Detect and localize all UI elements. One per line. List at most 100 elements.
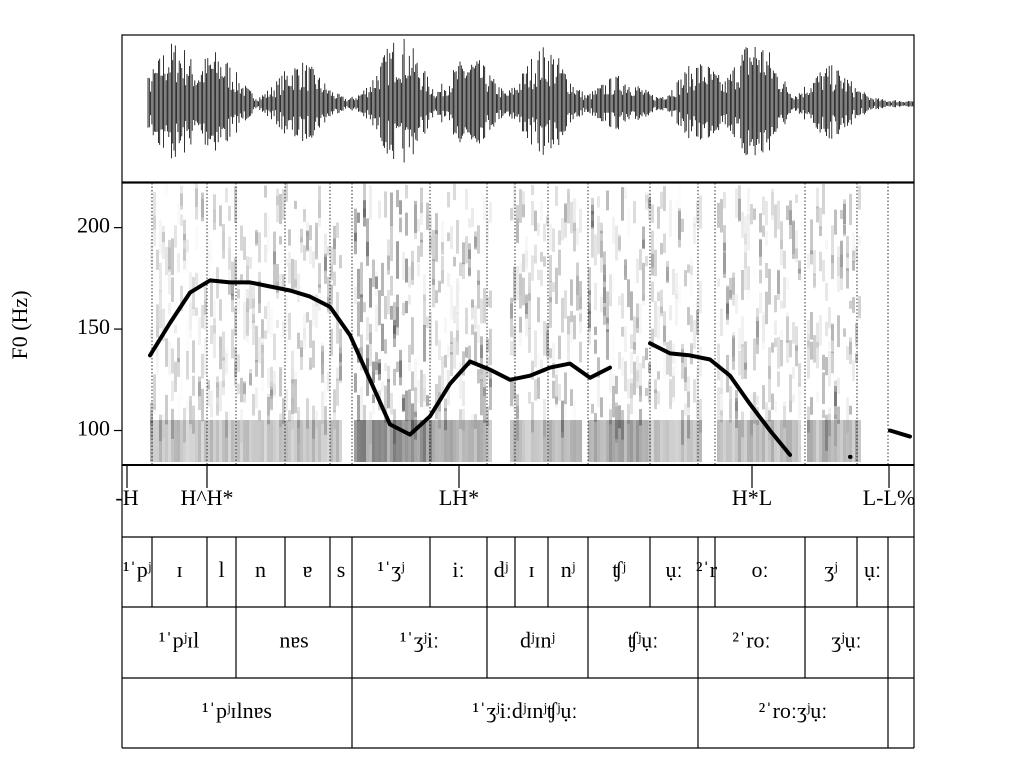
spectro-band <box>588 311 591 328</box>
spectro-band <box>558 384 561 401</box>
spectro-band <box>441 356 444 394</box>
spectro-voicebar <box>822 420 825 462</box>
spectro-band <box>330 265 333 277</box>
spectro-band <box>684 355 687 391</box>
spectro-band <box>729 289 732 299</box>
spectro-band <box>285 330 288 363</box>
spectro-band <box>210 405 213 439</box>
spectro-band <box>780 221 783 249</box>
spectro-band <box>759 213 762 233</box>
spectro-voicebar <box>333 420 336 462</box>
spectro-band <box>393 319 396 348</box>
spectro-band <box>177 395 180 431</box>
spectro-band <box>375 352 378 371</box>
spectro-band <box>372 259 375 288</box>
spectro-voicebar <box>687 420 690 462</box>
spectro-band <box>606 190 609 211</box>
spectro-band <box>798 363 801 387</box>
spectro-band <box>444 354 447 368</box>
spectro-band <box>834 414 837 447</box>
spectro-band <box>753 392 756 402</box>
spectro-voicebar <box>387 420 390 462</box>
spectro-band <box>357 212 360 223</box>
spectro-band <box>807 334 810 350</box>
spectro-band <box>777 270 780 294</box>
spectro-band <box>378 290 381 326</box>
spectro-band <box>228 412 231 428</box>
spectro-band <box>753 264 756 278</box>
y-tick-label: 150 <box>77 314 110 339</box>
spectro-band <box>690 315 693 332</box>
spectro-voicebar <box>216 420 219 462</box>
spectro-band <box>381 262 384 296</box>
spectro-band <box>384 296 387 320</box>
spectro-band <box>732 331 735 357</box>
spectro-band <box>858 296 861 321</box>
spectro-band <box>225 187 228 203</box>
spectro-band <box>471 207 474 227</box>
spectro-band <box>435 213 438 234</box>
spectro-band <box>852 261 855 271</box>
spectro-band <box>540 359 543 369</box>
spectro-voicebar <box>156 420 159 462</box>
spectro-band <box>309 246 312 265</box>
spectro-band <box>165 338 168 367</box>
spectro-band <box>693 379 696 403</box>
spectro-band <box>150 328 153 339</box>
spectro-band <box>657 391 660 405</box>
spectro-band <box>816 206 819 223</box>
spectro-band <box>306 231 309 252</box>
spectro-band <box>570 389 573 406</box>
spectro-band <box>516 394 519 419</box>
spectro-band <box>210 325 213 344</box>
tier-label: ʒʲụː <box>831 628 861 653</box>
spectro-band <box>633 342 636 354</box>
spectro-band <box>363 404 366 421</box>
spectro-band <box>333 389 336 413</box>
spectro-band <box>177 337 180 363</box>
f0-contour <box>148 278 912 459</box>
spectro-band <box>300 237 303 253</box>
spectro-band <box>654 249 657 277</box>
spectro-band <box>420 187 423 214</box>
spectro-voicebar <box>606 420 609 462</box>
spectro-band <box>315 222 318 260</box>
spectro-band <box>657 371 660 380</box>
spectro-band <box>426 316 429 328</box>
spectro-band <box>297 273 300 303</box>
spectro-voicebar <box>657 420 660 462</box>
spectro-band <box>825 282 828 301</box>
spectro-band <box>180 214 183 226</box>
spectro-band <box>756 316 759 345</box>
spectro-voicebar <box>624 420 627 462</box>
spectro-voicebar <box>753 420 756 462</box>
spectro-band <box>744 362 747 379</box>
spectro-band <box>630 351 633 375</box>
spectro-band <box>786 340 789 363</box>
spectro-band <box>516 405 519 441</box>
spectro-band <box>615 225 618 261</box>
spectro-voicebar <box>558 420 561 462</box>
spectro-band <box>552 228 555 252</box>
spectro-voicebar <box>450 420 453 462</box>
spectro-band <box>222 380 225 396</box>
spectro-band <box>465 236 468 264</box>
spectro-band <box>849 337 852 365</box>
spectro-band <box>624 326 627 353</box>
spectro-voicebar <box>237 420 240 462</box>
spectro-band <box>816 341 819 369</box>
spectro-band <box>471 324 474 335</box>
spectro-band <box>234 307 237 336</box>
spectro-band <box>450 331 453 344</box>
spectro-band <box>390 392 393 415</box>
spectro-band <box>852 297 855 313</box>
spectro-band <box>333 410 336 430</box>
spectro-band <box>561 218 564 241</box>
spectro-band <box>279 274 282 289</box>
spectro-band <box>663 186 666 212</box>
spectro-band <box>456 219 459 254</box>
spectro-band <box>579 313 582 322</box>
spectro-band <box>792 221 795 259</box>
spectro-band <box>153 374 156 410</box>
spectro-band <box>519 263 522 296</box>
